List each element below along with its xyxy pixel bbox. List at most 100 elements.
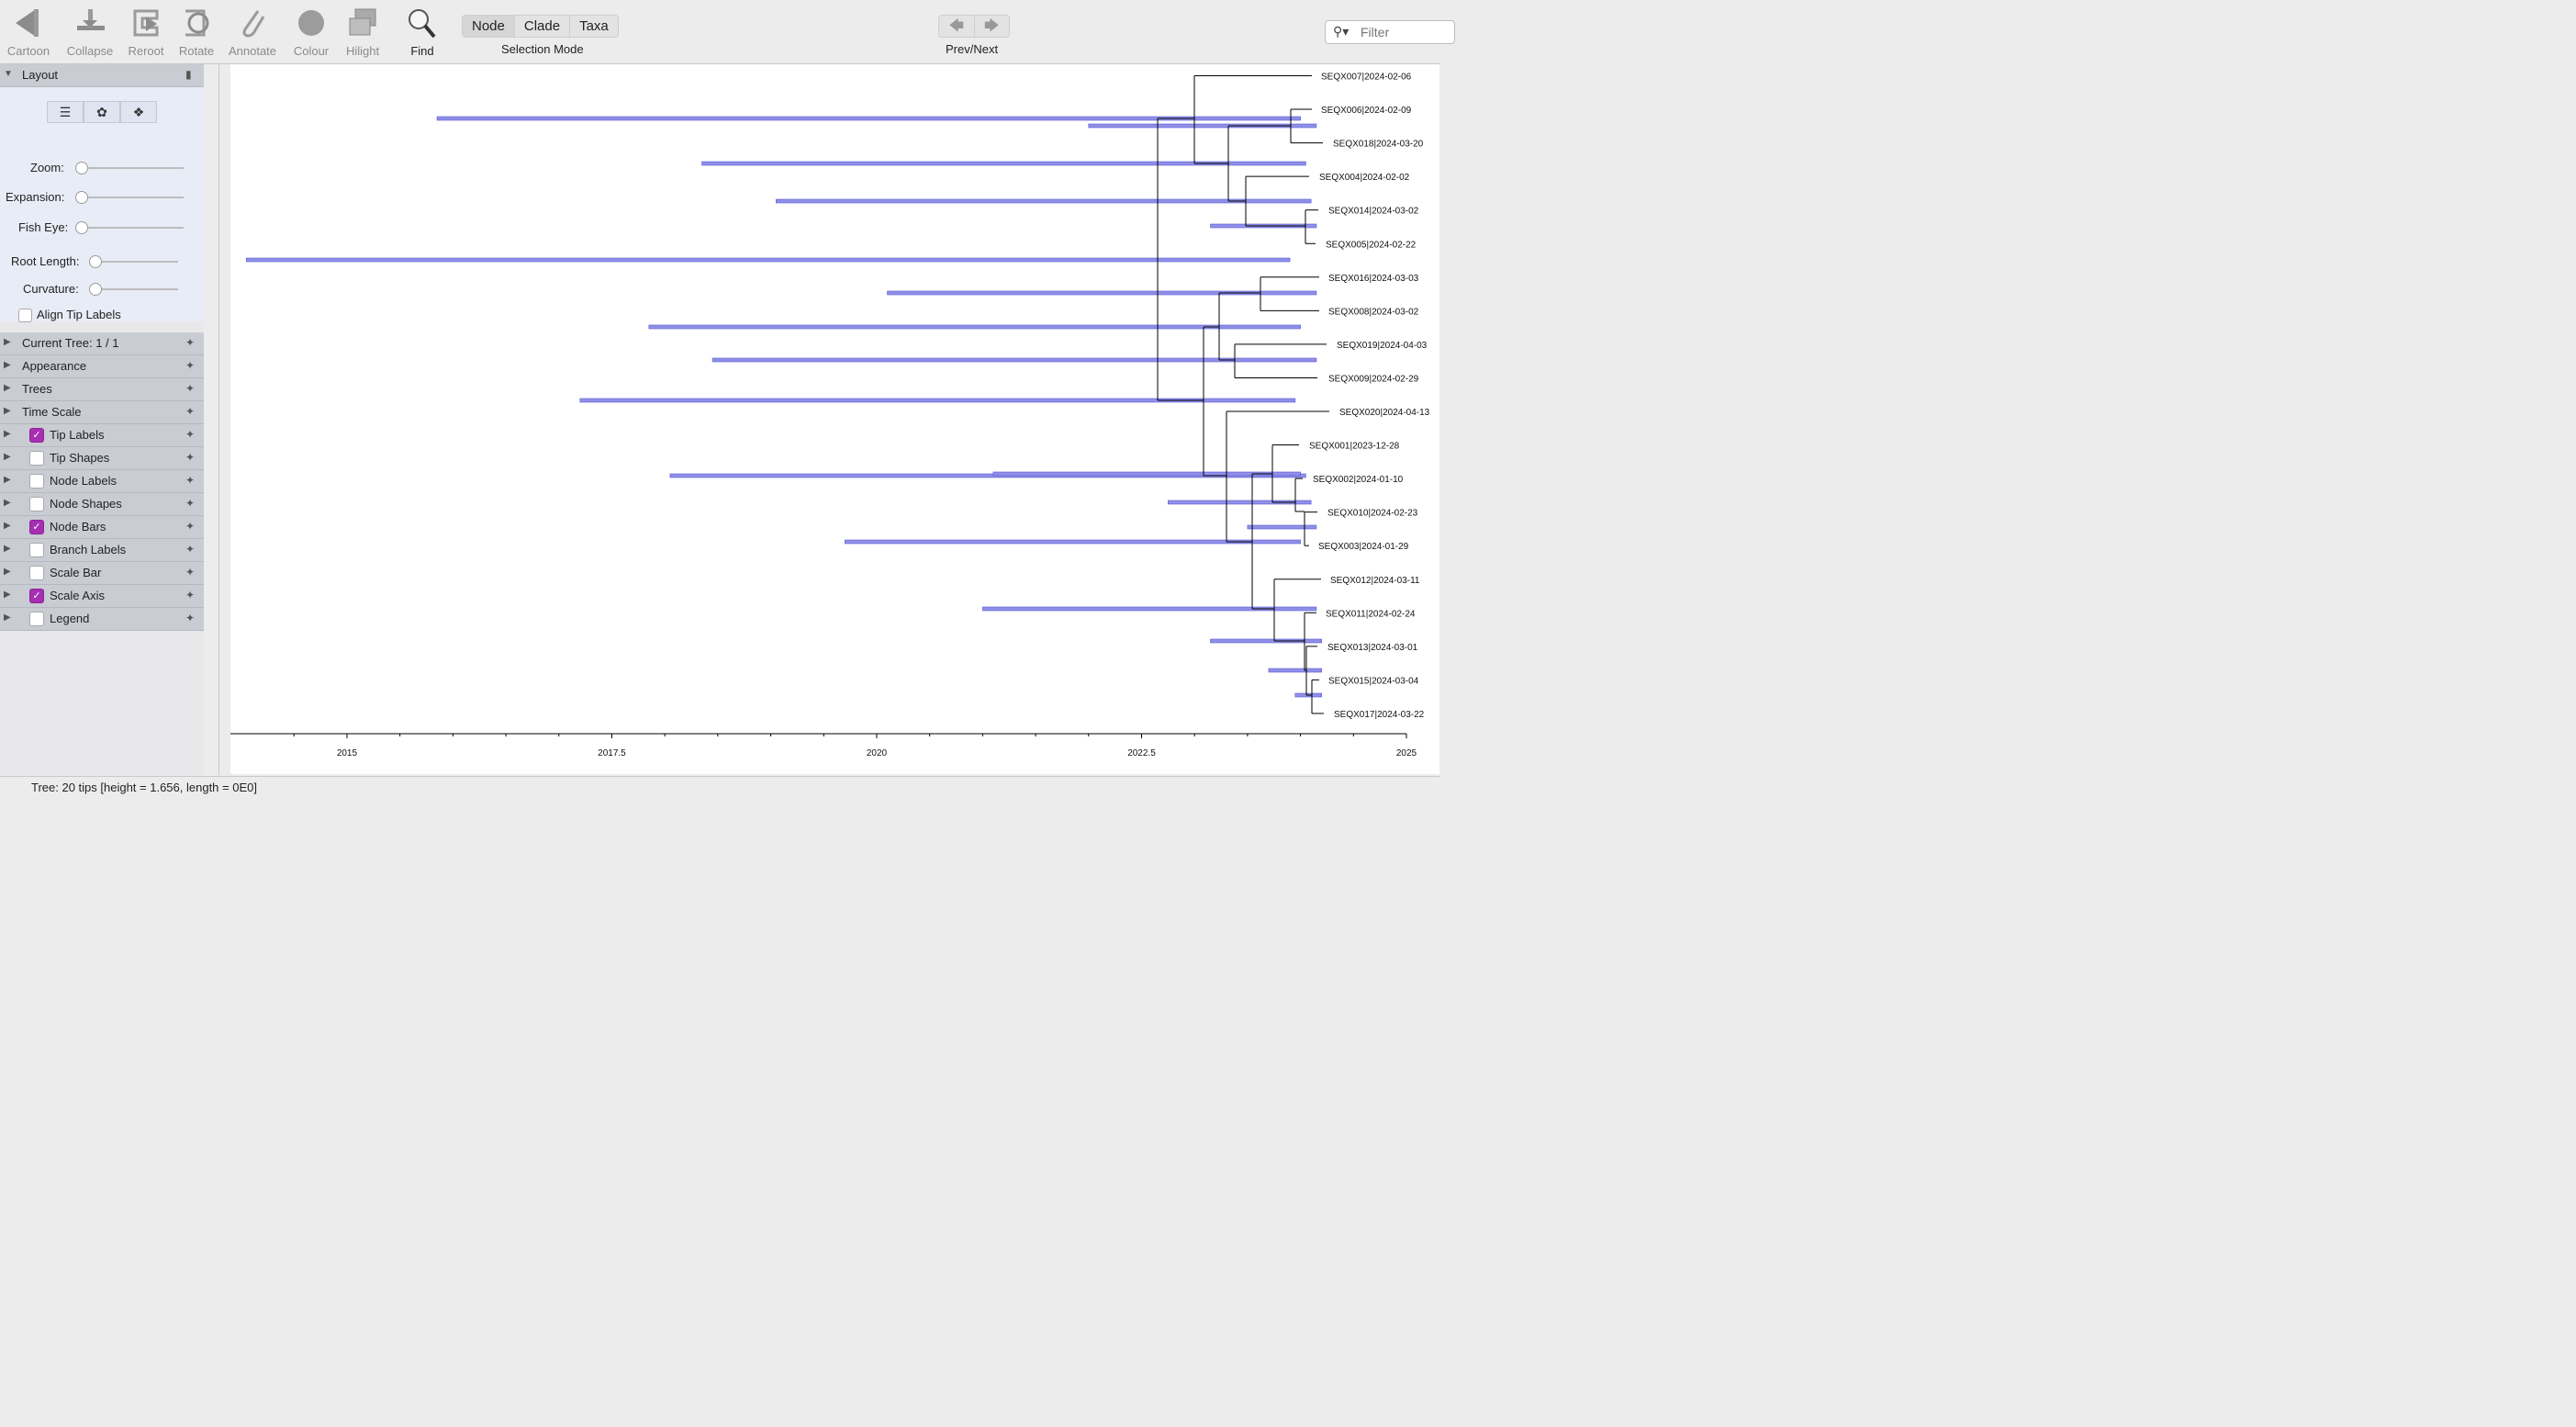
- section-header-legend[interactable]: ▶ Legend ✦: [0, 608, 204, 631]
- expansion-slider[interactable]: [79, 197, 184, 198]
- node-bar[interactable]: [1210, 638, 1322, 644]
- panel-splitter[interactable]: [218, 64, 231, 775]
- tip-label[interactable]: SEQX002|2024-01-10: [1313, 475, 1404, 485]
- node-bar[interactable]: [579, 398, 1296, 403]
- fish-eye-slider[interactable]: [79, 227, 184, 229]
- tree-canvas[interactable]: SEQX007|2024-02-06 SEQX006|2024-02-09 SEQX…: [230, 64, 1439, 774]
- polar-layout-icon[interactable]: ✿: [84, 101, 120, 123]
- section-checkbox[interactable]: [29, 451, 44, 466]
- colour-tool[interactable]: Colour: [286, 6, 337, 58]
- section-checkbox[interactable]: [29, 497, 44, 511]
- pin-icon[interactable]: ✦: [185, 612, 196, 624]
- curvature-slider[interactable]: [92, 288, 178, 290]
- section-header-scale-bar[interactable]: ▶ Scale Bar ✦: [0, 562, 204, 585]
- section-header-branch-labels[interactable]: ▶ Branch Labels ✦: [0, 539, 204, 562]
- pin-icon[interactable]: ✦: [185, 543, 196, 556]
- mode-node[interactable]: Node: [463, 16, 515, 37]
- rectangular-layout-icon[interactable]: ☰: [47, 101, 84, 123]
- node-bar[interactable]: [1088, 123, 1317, 129]
- node-bar[interactable]: [1247, 524, 1317, 530]
- pin-icon[interactable]: ✦: [185, 451, 196, 464]
- root-length-slider[interactable]: [92, 261, 178, 263]
- section-header-current-tree-1-1[interactable]: ▶ Current Tree: 1 / 1 ✦: [0, 332, 204, 355]
- pin-icon[interactable]: ✦: [185, 566, 196, 579]
- section-checkbox[interactable]: ✓: [29, 589, 44, 603]
- collapsed-triangle-icon[interactable]: ▶: [4, 590, 11, 600]
- collapsed-triangle-icon[interactable]: ▶: [4, 383, 11, 393]
- hilight-tool[interactable]: Hilight: [337, 6, 388, 58]
- collapsed-triangle-icon[interactable]: ▶: [4, 360, 11, 370]
- tip-label[interactable]: SEQX003|2024-01-29: [1318, 542, 1409, 552]
- node-bar[interactable]: [669, 473, 1306, 478]
- tip-label[interactable]: SEQX016|2024-03-03: [1328, 274, 1419, 284]
- tip-label[interactable]: SEQX005|2024-02-22: [1326, 240, 1417, 250]
- tip-label[interactable]: SEQX010|2024-02-23: [1327, 509, 1418, 519]
- pin-icon[interactable]: ✦: [185, 382, 196, 395]
- tip-label[interactable]: SEQX020|2024-04-13: [1339, 408, 1430, 418]
- next-arrow-icon[interactable]: 🡆: [973, 16, 1010, 37]
- collapsed-triangle-icon[interactable]: ▶: [4, 567, 11, 577]
- section-header-node-shapes[interactable]: ▶ Node Shapes ✦: [0, 493, 204, 516]
- node-bar[interactable]: [982, 606, 1317, 612]
- annotate-tool[interactable]: Annotate: [225, 6, 280, 58]
- pin-icon[interactable]: ✦: [185, 428, 196, 441]
- node-bar[interactable]: [1268, 668, 1322, 673]
- pin-icon[interactable]: ✦: [185, 474, 196, 487]
- tip-label[interactable]: SEQX015|2024-03-04: [1328, 676, 1419, 686]
- collapsed-triangle-icon[interactable]: ▶: [4, 406, 11, 416]
- tip-label[interactable]: SEQX007|2024-02-06: [1321, 73, 1412, 83]
- tip-label[interactable]: SEQX013|2024-03-01: [1327, 643, 1418, 653]
- collapsed-triangle-icon[interactable]: ▶: [4, 521, 11, 531]
- root-length-slider-knob[interactable]: [89, 255, 102, 268]
- radial-layout-icon[interactable]: ❖: [120, 101, 157, 123]
- align-tip-labels-checkbox[interactable]: [18, 309, 32, 322]
- reroot-tool[interactable]: Reroot: [120, 6, 172, 58]
- section-checkbox[interactable]: [29, 612, 44, 626]
- collapsed-triangle-icon[interactable]: ▶: [4, 498, 11, 508]
- section-header-scale-axis[interactable]: ▶ ✓ Scale Axis ✦: [0, 585, 204, 608]
- section-header-trees[interactable]: ▶ Trees ✦: [0, 378, 204, 401]
- curvature-slider-knob[interactable]: [89, 283, 102, 296]
- node-bar[interactable]: [887, 290, 1317, 296]
- tip-label[interactable]: SEQX008|2024-03-02: [1328, 307, 1419, 317]
- expansion-slider-knob[interactable]: [75, 191, 88, 204]
- pin-icon[interactable]: ✦: [185, 359, 196, 372]
- section-checkbox[interactable]: [29, 474, 44, 489]
- section-header-tip-labels[interactable]: ▶ ✓ Tip Labels ✦: [0, 424, 204, 447]
- node-bar[interactable]: [701, 161, 1306, 166]
- pin-icon[interactable]: ▮: [185, 68, 192, 81]
- node-bar[interactable]: [776, 198, 1312, 204]
- tip-label[interactable]: SEQX004|2024-02-02: [1319, 173, 1410, 183]
- pin-icon[interactable]: ✦: [185, 520, 196, 533]
- find-tool[interactable]: Find: [397, 6, 448, 58]
- pin-icon[interactable]: ✦: [185, 497, 196, 510]
- tip-label[interactable]: SEQX014|2024-03-02: [1328, 207, 1419, 217]
- zoom-slider[interactable]: [79, 167, 184, 169]
- section-checkbox[interactable]: ✓: [29, 520, 44, 534]
- node-bar[interactable]: [246, 257, 1291, 263]
- mode-clade[interactable]: Clade: [515, 16, 571, 37]
- fish-eye-slider-knob[interactable]: [75, 221, 88, 234]
- collapsed-triangle-icon[interactable]: ▶: [4, 452, 11, 462]
- section-header-time-scale[interactable]: ▶ Time Scale ✦: [0, 401, 204, 424]
- layout-section-header[interactable]: ▼ Layout ▮: [0, 64, 204, 87]
- tip-label[interactable]: SEQX006|2024-02-09: [1321, 106, 1412, 116]
- node-bar[interactable]: [648, 324, 1301, 330]
- tip-label[interactable]: SEQX011|2024-02-24: [1326, 609, 1416, 619]
- rotate-tool[interactable]: Rotate: [171, 6, 222, 58]
- section-checkbox[interactable]: [29, 566, 44, 580]
- tip-label[interactable]: SEQX009|2024-02-29: [1328, 374, 1419, 384]
- node-bar[interactable]: [845, 539, 1301, 545]
- search-icon[interactable]: ⚲▾: [1333, 24, 1350, 39]
- tip-label[interactable]: SEQX018|2024-03-20: [1333, 140, 1424, 150]
- collapsed-triangle-icon[interactable]: ▶: [4, 475, 11, 485]
- tip-label[interactable]: SEQX019|2024-04-03: [1337, 341, 1428, 351]
- cartoon-tool[interactable]: Cartoon: [3, 6, 54, 58]
- filter-input[interactable]: [1359, 23, 1445, 41]
- prev-arrow-icon[interactable]: 🡄: [948, 18, 965, 34]
- pin-icon[interactable]: ✦: [185, 336, 196, 349]
- collapsed-triangle-icon[interactable]: ▶: [4, 337, 11, 347]
- collapsed-triangle-icon[interactable]: ▶: [4, 544, 11, 554]
- pin-icon[interactable]: ✦: [185, 405, 196, 418]
- section-header-node-bars[interactable]: ▶ ✓ Node Bars ✦: [0, 516, 204, 539]
